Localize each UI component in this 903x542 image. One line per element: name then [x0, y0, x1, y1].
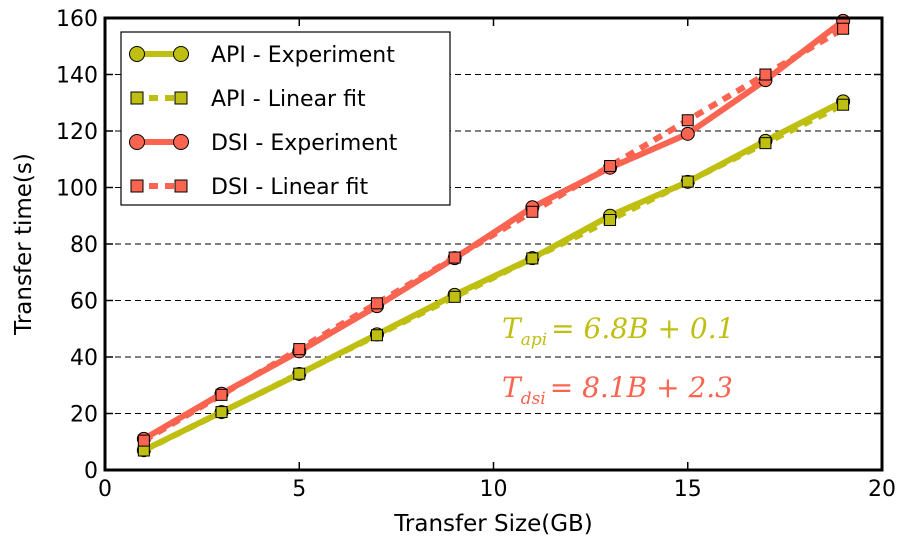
legend-item-api-experiment: API - Experiment: [129, 43, 395, 68]
svg-text:Tdsi= 8.1B + 2.3: Tdsi = 8.1B + 2.3: [502, 371, 733, 409]
annotation-api-equation: Tapi = 6.8B + 0.1: [502, 312, 734, 350]
y-tick-label: 60: [70, 290, 98, 315]
point-dsi-linear-fit: [837, 22, 850, 35]
y-tick-label: 20: [70, 403, 98, 428]
legend-marker: [130, 179, 144, 193]
point-api-linear-fit: [370, 329, 383, 342]
legend-item-dsi-linear-fit: DSI - Linear fit: [130, 175, 369, 200]
point-dsi-linear-fit: [526, 205, 539, 218]
y-tick-label: 100: [56, 177, 98, 202]
legend-marker: [173, 46, 189, 62]
series-dsi-linear-fit: [137, 22, 850, 447]
series-layer: [136, 13, 851, 458]
legend-label: DSI - Linear fit: [211, 175, 369, 200]
series-line-api-linear-fit: [142, 102, 845, 454]
legend: API - Experiment API - Linear fit DSI - Ex…: [120, 31, 451, 206]
y-tick-label: 160: [56, 7, 98, 32]
point-api-linear-fit: [681, 175, 694, 188]
point-dsi-linear-fit: [681, 114, 694, 127]
legend-marker: [173, 134, 189, 150]
y-tick-label: 80: [70, 233, 98, 258]
point-dsi-linear-fit: [604, 160, 617, 173]
legend-marker: [129, 46, 145, 62]
svg-text:Tapi= 6.8B + 0.1: Tapi = 6.8B + 0.1: [502, 312, 734, 350]
legend-item-dsi-experiment: DSI - Experiment: [129, 131, 398, 156]
point-dsi-linear-fit: [215, 388, 228, 401]
eq-dsi-var: T: [502, 371, 523, 404]
eq-dsi-sub: dsi: [521, 389, 546, 409]
legend-item-api-linear-fit: API - Linear fit: [130, 87, 366, 112]
legend-marker: [174, 179, 188, 193]
x-tick-label: 0: [98, 477, 112, 502]
y-axis-label: Transfer time(s): [11, 153, 37, 336]
y-tick-label: 140: [56, 64, 98, 89]
point-dsi-linear-fit: [759, 68, 772, 81]
eq-api-rest: = 6.8B + 0.1: [551, 312, 734, 345]
series-api-linear-fit: [137, 98, 850, 457]
point-api-linear-fit: [759, 137, 772, 150]
eq-api-sub: api: [521, 330, 547, 350]
x-axis-label: Transfer Size(GB): [393, 511, 593, 537]
legend-box: [120, 31, 451, 206]
legend-label: API - Experiment: [211, 43, 395, 68]
point-api-linear-fit: [137, 444, 150, 457]
point-api-linear-fit: [604, 213, 617, 226]
series-line-dsi-linear-fit: [142, 26, 845, 444]
axis-ticks: 0 5 10 15 20 0 20 40 60 80 100 120 140 160: [56, 7, 896, 502]
point-api-linear-fit: [293, 367, 306, 380]
legend-marker: [129, 134, 145, 150]
y-tick-label: 120: [56, 120, 98, 145]
point-dsi-experiment: [680, 126, 695, 141]
y-tick-label: 0: [84, 459, 98, 484]
eq-api-var: T: [502, 312, 523, 345]
y-tick-label: 40: [70, 346, 98, 371]
legend-marker: [174, 91, 188, 105]
point-api-linear-fit: [448, 290, 461, 303]
point-api-linear-fit: [215, 406, 228, 419]
legend-marker: [130, 91, 144, 105]
point-dsi-linear-fit: [293, 343, 306, 356]
eq-dsi-rest: = 8.1B + 2.3: [550, 371, 733, 404]
legend-label: API - Linear fit: [211, 87, 366, 112]
x-tick-label: 10: [480, 477, 508, 502]
x-tick-label: 5: [292, 477, 306, 502]
point-api-linear-fit: [837, 98, 850, 111]
point-dsi-linear-fit: [137, 434, 150, 447]
x-tick-label: 15: [674, 477, 702, 502]
point-dsi-linear-fit: [370, 297, 383, 310]
point-api-linear-fit: [526, 252, 539, 265]
point-dsi-linear-fit: [448, 251, 461, 264]
annotation-dsi-equation: Tdsi = 8.1B + 2.3: [502, 371, 733, 409]
legend-label: DSI - Experiment: [211, 131, 398, 156]
x-tick-label: 20: [868, 477, 896, 502]
